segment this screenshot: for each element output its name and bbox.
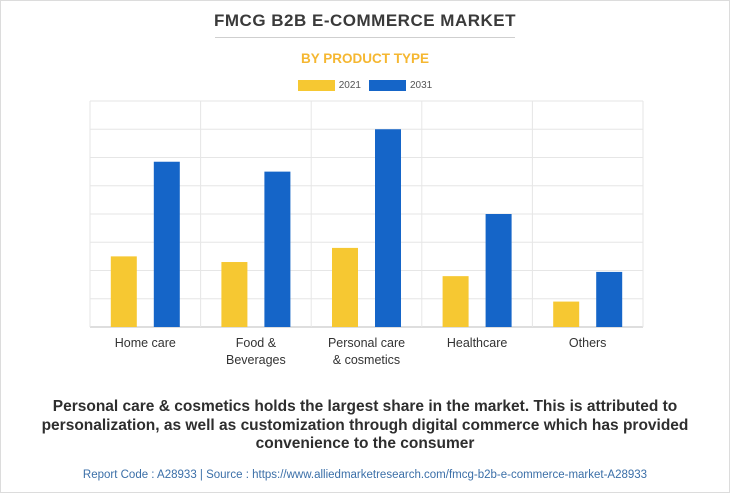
x-tick-label-line: & cosmetics xyxy=(332,353,401,367)
legend-item-2031[interactable]: 2031 xyxy=(369,80,432,91)
bar-2031-4[interactable] xyxy=(596,271,623,327)
legend-label-2021: 2021 xyxy=(338,80,361,91)
title-divider xyxy=(215,37,515,38)
chart-subtitle: BY PRODUCT TYPE xyxy=(300,51,430,66)
report-source-footer[interactable]: Report Code : A28933 | Source : https://… xyxy=(82,469,648,481)
legend-swatch-2031 xyxy=(369,80,406,91)
bar-layer xyxy=(110,129,623,327)
x-tick-label: Others xyxy=(533,335,643,352)
bar-2021-4[interactable] xyxy=(553,301,580,327)
bar-2031-2[interactable] xyxy=(375,129,401,327)
x-tick-label: Healthcare xyxy=(422,335,532,352)
bar-2031-1[interactable] xyxy=(264,171,291,327)
bar-2021-3[interactable] xyxy=(442,276,469,327)
legend-swatch-2021 xyxy=(297,80,335,91)
bar-2021-2[interactable] xyxy=(332,247,358,327)
grid-layer xyxy=(89,100,644,328)
chart-title: FMCG B2B E-COMMERCE MARKET xyxy=(214,11,516,30)
x-tick-label-line: Beverages xyxy=(226,353,286,367)
chart-caption: Personal care & cosmetics holds the larg… xyxy=(41,398,689,452)
legend-item-2021[interactable]: 2021 xyxy=(297,80,361,91)
bar-2021-1[interactable] xyxy=(221,262,248,327)
x-tick-label: Home care xyxy=(90,335,200,352)
x-tick-label-line: Healthcare xyxy=(446,336,508,350)
x-tick-label-line: Food & xyxy=(235,336,277,350)
x-tick-label-line: Home care xyxy=(114,336,176,350)
bar-2021-0[interactable] xyxy=(110,256,137,327)
bar-2031-0[interactable] xyxy=(153,161,180,327)
x-tick-label-line: Personal care xyxy=(327,336,406,350)
x-tick-label: Personal care & cosmetics xyxy=(312,335,422,369)
bar-2031-3[interactable] xyxy=(485,214,512,327)
x-tick-label: Food & Beverages xyxy=(201,335,311,369)
legend: 2021 2031 xyxy=(0,80,730,91)
x-tick-label-line: Others xyxy=(568,336,607,350)
legend-label-2031: 2031 xyxy=(410,80,433,91)
